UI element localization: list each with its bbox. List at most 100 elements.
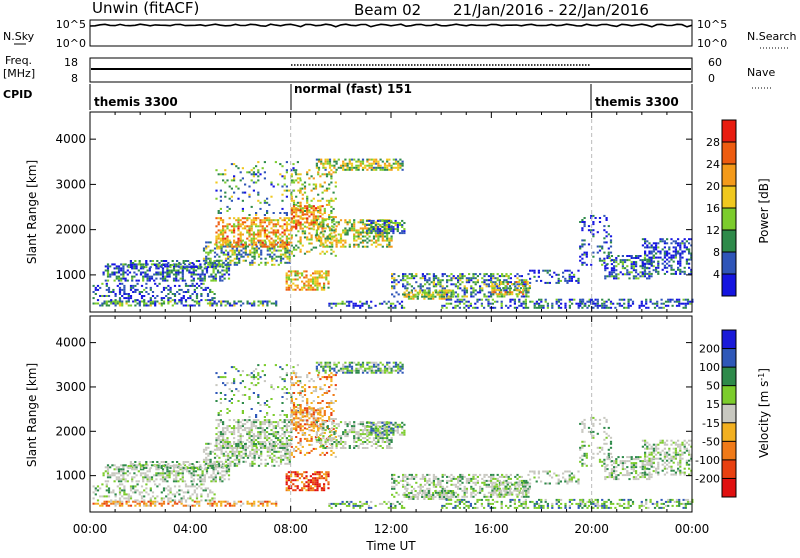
velocity-cell (214, 449, 216, 451)
power-cell (222, 238, 224, 240)
power-cell (218, 246, 220, 248)
power-cell (681, 257, 683, 259)
power-cell (592, 233, 594, 235)
power-cell (308, 285, 310, 287)
power-cell (370, 230, 372, 232)
power-cell (205, 246, 207, 248)
velocity-cell (215, 439, 217, 441)
power-cell (494, 289, 496, 291)
velocity-cell (145, 491, 147, 493)
power-cell (615, 277, 617, 279)
power-cell (397, 167, 399, 169)
power-cell (641, 305, 643, 307)
power-cell (284, 232, 286, 234)
power-cell (631, 263, 633, 265)
power-cell (644, 259, 646, 261)
power-cell (542, 307, 544, 309)
power-cell (281, 246, 283, 248)
power-cell (444, 289, 446, 291)
velocity-cell (281, 410, 283, 412)
power-cell (301, 289, 303, 291)
power-cell (156, 301, 158, 303)
power-cell (633, 265, 635, 267)
power-cell (297, 209, 299, 211)
power-cell (642, 267, 644, 269)
velocity-cell (150, 497, 152, 499)
power-cell (316, 163, 318, 165)
power-cell (351, 227, 353, 229)
power-cell (624, 259, 626, 261)
power-cell (492, 275, 494, 277)
power-cell (313, 217, 315, 219)
velocity-cell (264, 421, 266, 423)
power-cell (675, 246, 677, 248)
power-cell (609, 275, 611, 277)
power-cell (226, 270, 228, 272)
power-cell (472, 291, 474, 293)
power-cell (483, 281, 485, 283)
velocity-cell (284, 425, 286, 427)
power-cell (295, 171, 297, 173)
power-cell (461, 281, 463, 283)
power-cell (666, 267, 668, 269)
velocity-cell (253, 445, 255, 447)
power-cell (342, 167, 344, 169)
power-cell (325, 270, 327, 272)
power-cell (386, 159, 388, 161)
power-cell (584, 225, 586, 227)
velocity-cell (220, 503, 222, 505)
velocity-cell (286, 374, 288, 376)
power-cell (303, 283, 305, 285)
velocity-cell (266, 400, 268, 402)
power-cell (611, 269, 613, 271)
power-cell (397, 226, 399, 228)
power-cell (192, 285, 194, 287)
power-cell (448, 299, 450, 301)
power-cell (470, 305, 472, 307)
power-cell (603, 303, 605, 305)
power-cell (288, 270, 290, 272)
power-cell (439, 294, 441, 296)
velocity-cell (164, 476, 166, 478)
power-cell (669, 299, 671, 301)
velocity-cell (279, 427, 281, 429)
power-cell (410, 298, 412, 300)
power-cell (311, 228, 313, 230)
power-cell (205, 252, 207, 254)
power-cell (344, 240, 346, 242)
power-cell (205, 287, 207, 289)
power-cell (377, 232, 379, 234)
power-cell (379, 232, 381, 234)
velocity-cell (223, 463, 225, 465)
velocity-cell (268, 406, 270, 408)
power-cell (391, 246, 393, 248)
power-cell (373, 226, 375, 228)
power-cell (134, 260, 136, 262)
velocity-cell (145, 463, 147, 465)
velocity-cell (200, 483, 202, 485)
power-cell (304, 182, 306, 184)
power-cell (153, 274, 155, 276)
power-cell (325, 279, 327, 281)
power-cell (175, 263, 177, 265)
power-cell (362, 161, 364, 163)
power-cell (651, 246, 653, 248)
power-cell (305, 277, 307, 279)
velocity-cell (215, 437, 217, 439)
power-cell (626, 265, 628, 267)
power-cell (229, 240, 231, 242)
power-cell (249, 250, 251, 252)
power-cell (207, 252, 209, 254)
power-cell (686, 263, 688, 265)
power-cell (443, 294, 445, 296)
power-cell (651, 251, 653, 253)
power-cell (203, 250, 205, 252)
velocity-cell (242, 447, 244, 449)
power-cell (186, 270, 188, 272)
power-cell (333, 192, 335, 194)
power-cell (571, 276, 573, 278)
power-cell (118, 272, 120, 274)
power-cell (161, 291, 163, 293)
velocity-cell (105, 470, 107, 472)
power-cell (642, 259, 644, 261)
